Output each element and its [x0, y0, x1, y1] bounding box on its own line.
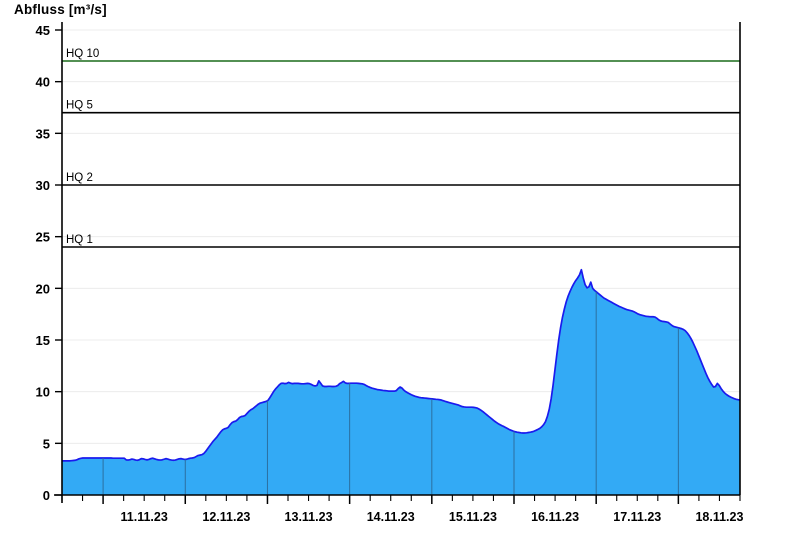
x-tick-label: 15.11.23 — [449, 510, 497, 524]
threshold-label-hq10: HQ 10 — [66, 48, 99, 60]
y-tick-label: 20 — [36, 281, 50, 296]
y-tick-label: 45 — [36, 23, 50, 38]
x-tick-label: 14.11.23 — [367, 510, 415, 524]
y-tick-label: 25 — [36, 230, 50, 245]
threshold-label-hq5: HQ 5 — [66, 100, 93, 112]
y-tick-label: 5 — [43, 436, 50, 451]
y-tick-label: 10 — [36, 385, 50, 400]
axis-layer — [54, 22, 741, 504]
area-series-layer — [62, 268, 741, 495]
x-tick-label: 17.11.23 — [613, 510, 661, 524]
y-tick-label: 0 — [43, 488, 50, 503]
threshold-lines-layer: HQ 10 HQ 5 HQ 2 HQ 1 — [62, 48, 740, 248]
y-axis-tick-labels: 0 5 10 15 20 25 30 35 40 45 — [36, 23, 50, 503]
x-tick-label: 12.11.23 — [202, 510, 250, 524]
x-tick-label: 18.11.23 — [695, 510, 743, 524]
x-tick-label: 16.11.23 — [531, 510, 579, 524]
y-tick-label: 30 — [36, 178, 50, 193]
page-title: Abfluss [m³/s] — [14, 2, 107, 17]
x-axis-tick-labels: 11.11.23 12.11.23 13.11.23 14.11.23 15.11.23… — [121, 510, 744, 524]
y-tick-label: 35 — [36, 126, 50, 141]
y-tick-label: 15 — [36, 333, 50, 348]
series-line — [62, 268, 741, 462]
threshold-label-hq2: HQ 2 — [66, 172, 93, 184]
x-tick-label: 13.11.23 — [285, 510, 333, 524]
y-tick-label: 40 — [36, 75, 50, 90]
threshold-label-hq1: HQ 1 — [66, 234, 93, 246]
x-tick-label: 11.11.23 — [121, 510, 168, 524]
area-fill — [62, 269, 740, 495]
